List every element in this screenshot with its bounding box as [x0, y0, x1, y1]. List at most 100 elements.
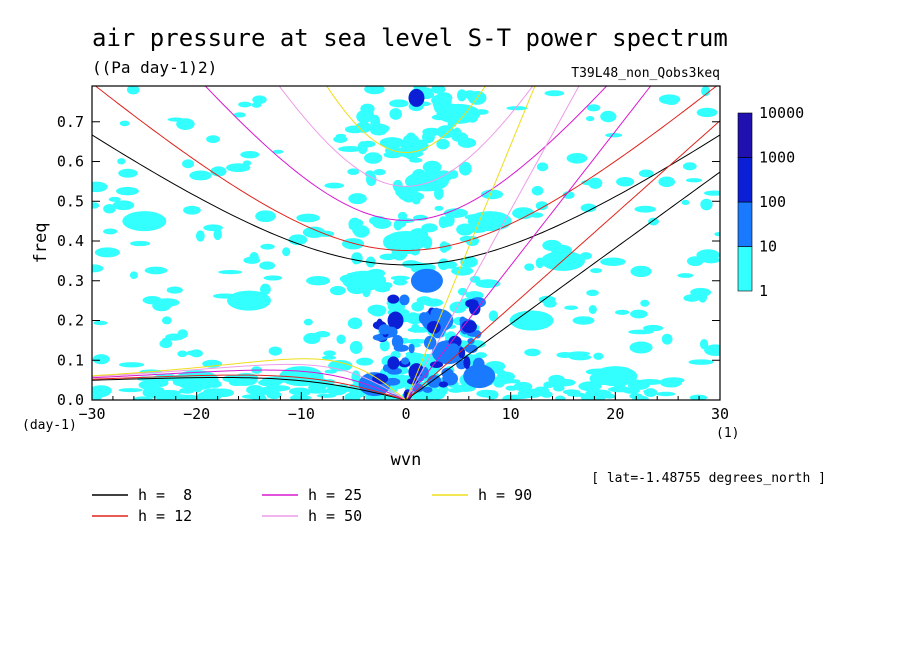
spectrum-blob	[422, 386, 433, 393]
spectrum-cell	[108, 196, 121, 202]
spectrum-cell	[586, 104, 601, 112]
spectrum-blob	[342, 270, 387, 291]
spectrum-cell	[658, 94, 681, 105]
spectrum-cell	[480, 189, 504, 200]
spectrum-cell	[290, 394, 302, 400]
spectrum-blob	[385, 377, 401, 386]
spectrum-cell	[513, 381, 533, 392]
y-axis: 0.0 0.1 0.2 0.3 0.4 0.5 0.6 0.7	[57, 113, 720, 409]
spectrum-blob	[458, 347, 466, 359]
spectrum-cell	[183, 205, 201, 215]
rossby-curve	[92, 369, 407, 400]
spectrum-cell	[132, 396, 154, 400]
spectrum-blob	[465, 299, 479, 308]
spectrum-cell	[233, 112, 246, 118]
spectrum-blob	[401, 357, 410, 365]
spectrum-cell	[656, 391, 676, 397]
rossby-curve	[92, 374, 407, 400]
spectrum-cell	[688, 359, 714, 365]
spectrum-cell	[112, 200, 135, 211]
spectrum-cell	[580, 203, 597, 213]
legend-label: h = 8	[138, 486, 192, 504]
spectrum-cell	[580, 393, 606, 400]
spectrum-cell	[492, 378, 517, 384]
spectrum-blob	[411, 383, 424, 393]
spectrum-cell	[118, 362, 145, 368]
spectrum-blob	[122, 211, 167, 232]
spectrum-cell	[296, 213, 320, 223]
spectrum-cell	[92, 354, 110, 365]
spectrum-cell	[699, 339, 709, 350]
spectrum-cell	[347, 168, 360, 176]
spectrum-cell	[263, 275, 283, 281]
spectrum-cell	[689, 394, 708, 400]
y-tick-label: 0.2	[57, 312, 84, 330]
spectrum-cell	[423, 298, 444, 307]
spectrum-blob	[467, 211, 512, 232]
spectrum-cell	[459, 235, 474, 243]
spectrum-cell	[562, 191, 575, 199]
spectrum-blob	[436, 103, 481, 124]
spectrum-cell	[568, 351, 591, 356]
spectrum-blob	[429, 361, 444, 368]
spectrum-cell	[509, 379, 521, 384]
spectrum-cell	[555, 395, 566, 400]
spectrum-cell	[258, 378, 282, 387]
spectrum-cell	[703, 190, 720, 196]
spectrum-cell	[390, 275, 410, 281]
spectrum-cell	[572, 316, 595, 325]
spectrum-cell	[475, 279, 501, 289]
spectrum-cell	[600, 110, 617, 123]
spectrum-cell	[640, 299, 650, 307]
spectrum-blob	[430, 307, 442, 321]
spectrum-cell	[644, 388, 658, 397]
y-unit-label: (day-1)	[22, 418, 77, 433]
spectrum-cell	[202, 388, 225, 397]
spectrum-cell	[586, 289, 599, 297]
y-tick-label: 0.6	[57, 153, 84, 171]
spectrum-cell	[701, 86, 711, 97]
spectrum-cell	[341, 238, 365, 250]
spectrum-cell	[422, 160, 442, 174]
spectrum-cell	[213, 228, 222, 241]
colorbar-level: 1	[759, 282, 768, 300]
spectrum-blob	[227, 290, 271, 311]
spectrum-cell	[303, 318, 313, 326]
spectrum-cell	[316, 393, 337, 398]
x-axis: −30 −20 −10 0 10 20 30	[78, 392, 729, 423]
spectrum-cell	[176, 118, 195, 130]
spectrum-cell	[588, 177, 603, 189]
spectrum-cell	[397, 211, 408, 221]
spectrum-cell	[272, 149, 284, 154]
spectrum-cell	[249, 251, 259, 263]
spectrum-blob	[372, 373, 389, 385]
spectrum-cell	[533, 386, 547, 396]
spectrum-cell	[638, 169, 654, 178]
spectrum-cell	[504, 394, 531, 400]
spectrum-cell	[189, 170, 212, 181]
spectrum-cell	[677, 273, 694, 278]
spectrum-cell	[186, 350, 199, 356]
spectrum-cell	[434, 205, 444, 211]
spectrum-cell	[512, 207, 535, 220]
spectrum-cell	[153, 386, 165, 394]
y-tick-label: 0.4	[57, 232, 84, 250]
kelvin-curve	[405, 86, 652, 400]
y-axis-label: freq	[31, 223, 51, 264]
spectrum-cell	[636, 379, 663, 385]
spectrum-cell	[379, 137, 405, 148]
legend: h = 8 h = 12 h = 25 h = 50 h = 90	[92, 486, 532, 525]
spectrum-cell	[119, 120, 130, 127]
spectrum-blob	[387, 294, 400, 304]
spectrum-cell	[321, 355, 337, 360]
spectrum-cell	[630, 265, 652, 278]
spectrum-cell	[530, 212, 544, 218]
spectrum-blob	[464, 344, 478, 354]
spectrum-cell	[590, 268, 602, 274]
spectrum-cell	[126, 86, 140, 95]
legend-label: h = 12	[138, 507, 192, 525]
spectrum-cell	[588, 305, 597, 314]
spectrum-cell	[397, 374, 407, 383]
spectrum-blob	[463, 356, 471, 370]
